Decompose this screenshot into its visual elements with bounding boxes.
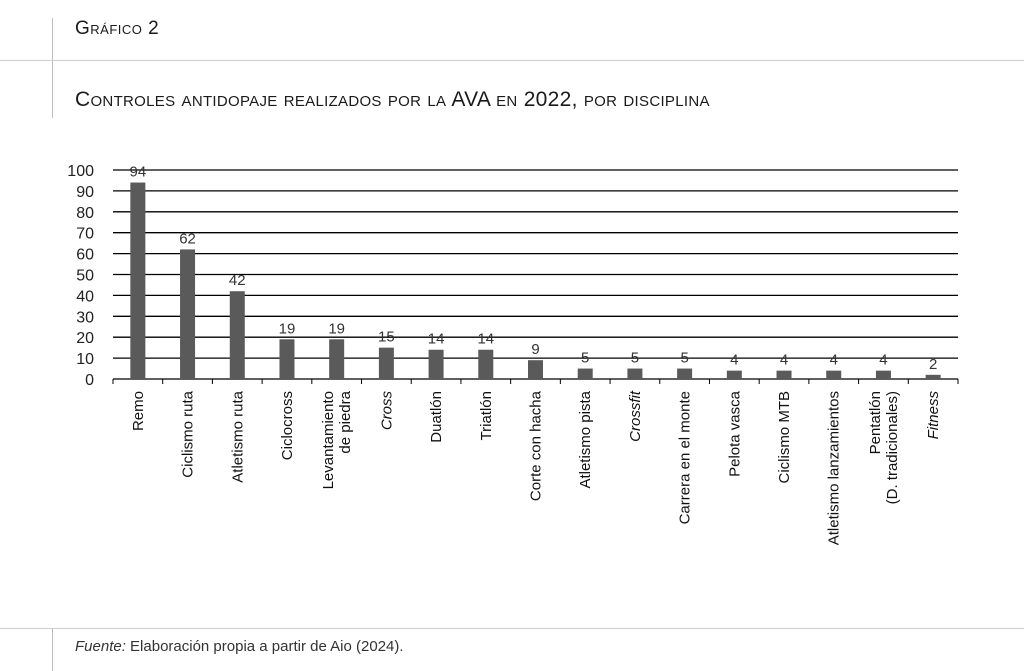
x-category-label: (D. tradicionales) bbox=[884, 391, 901, 504]
y-tick-label: 100 bbox=[67, 163, 94, 180]
data-label: 5 bbox=[680, 350, 688, 367]
y-tick-label: 60 bbox=[76, 247, 94, 264]
data-label: 15 bbox=[378, 329, 395, 346]
bar bbox=[776, 370, 792, 379]
bar bbox=[279, 339, 295, 379]
header-divider-horizontal bbox=[0, 60, 1024, 61]
bar bbox=[726, 370, 742, 379]
data-label: 9 bbox=[531, 341, 539, 358]
bar bbox=[229, 291, 245, 379]
data-label: 62 bbox=[179, 230, 196, 247]
bar bbox=[875, 370, 891, 379]
bar bbox=[925, 374, 941, 379]
source-note: Fuente: Elaboración propia a partir de A… bbox=[75, 638, 404, 655]
bar bbox=[180, 249, 196, 379]
x-category-label: Atletismo lanzamientos bbox=[826, 391, 843, 545]
data-label: 19 bbox=[328, 320, 345, 337]
x-category-label: Corte con hacha bbox=[528, 390, 545, 501]
y-tick-label: 30 bbox=[76, 309, 94, 326]
y-tick-label: 70 bbox=[76, 226, 94, 243]
bar bbox=[627, 368, 643, 379]
x-category-label: Cross bbox=[378, 391, 395, 431]
x-category-label: Duatlón bbox=[428, 391, 445, 443]
bar bbox=[528, 360, 543, 379]
x-category-label: Atletismo pista bbox=[577, 390, 594, 488]
footer-divider-vertical bbox=[52, 628, 53, 671]
y-tick-label: 40 bbox=[76, 288, 94, 305]
data-label: 14 bbox=[428, 331, 445, 348]
data-label: 4 bbox=[879, 352, 887, 369]
source-text: Elaboración propia a partir de Aio (2024… bbox=[125, 638, 404, 655]
bar bbox=[478, 349, 494, 379]
x-category-label: Carrera en el monte bbox=[677, 391, 694, 524]
bar bbox=[577, 368, 593, 379]
x-category-label: Levantamiento bbox=[320, 391, 337, 489]
x-category-label: Pelota vasca bbox=[726, 390, 743, 477]
x-category-label: Triatlón bbox=[478, 391, 495, 440]
data-label: 4 bbox=[730, 352, 738, 369]
bar bbox=[428, 349, 444, 379]
source-prefix: Fuente: bbox=[75, 638, 126, 655]
x-category-label: Pentatlón bbox=[867, 391, 884, 454]
figure-label: Gráfico 2 bbox=[75, 18, 160, 39]
x-category-label: Crossfit bbox=[627, 390, 644, 442]
chart-title: Controles antidopaje realizados por la A… bbox=[75, 88, 710, 111]
y-tick-label: 20 bbox=[76, 330, 94, 347]
x-category-label: Atletismo ruta bbox=[229, 390, 246, 482]
data-label: 5 bbox=[581, 350, 589, 367]
y-tick-label: 10 bbox=[76, 351, 94, 368]
y-tick-label: 80 bbox=[76, 205, 94, 222]
y-tick-label: 50 bbox=[76, 268, 94, 285]
header-divider-vertical bbox=[52, 18, 53, 118]
y-tick-label: 0 bbox=[85, 372, 94, 389]
x-category-label: Fitness bbox=[925, 391, 942, 440]
data-label: 4 bbox=[780, 352, 788, 369]
x-category-label: Ciclismo ruta bbox=[180, 390, 197, 477]
data-label: 42 bbox=[229, 272, 246, 289]
bar bbox=[677, 368, 693, 379]
data-label: 14 bbox=[477, 331, 494, 348]
bar bbox=[826, 370, 842, 379]
bar bbox=[130, 182, 146, 379]
footer-divider-horizontal bbox=[0, 628, 1024, 629]
x-category-label: de piedra bbox=[337, 390, 354, 453]
x-category-label: Ciclismo MTB bbox=[776, 391, 793, 484]
x-category-label: Ciclocross bbox=[279, 391, 296, 460]
bar bbox=[329, 339, 345, 379]
data-label: 5 bbox=[631, 350, 639, 367]
data-label: 2 bbox=[929, 356, 937, 373]
y-tick-label: 90 bbox=[76, 184, 94, 201]
data-label: 4 bbox=[830, 352, 838, 369]
x-category-label: Remo bbox=[130, 391, 147, 431]
bar bbox=[378, 347, 394, 379]
data-label: 19 bbox=[279, 320, 296, 337]
data-label: 94 bbox=[130, 164, 147, 181]
